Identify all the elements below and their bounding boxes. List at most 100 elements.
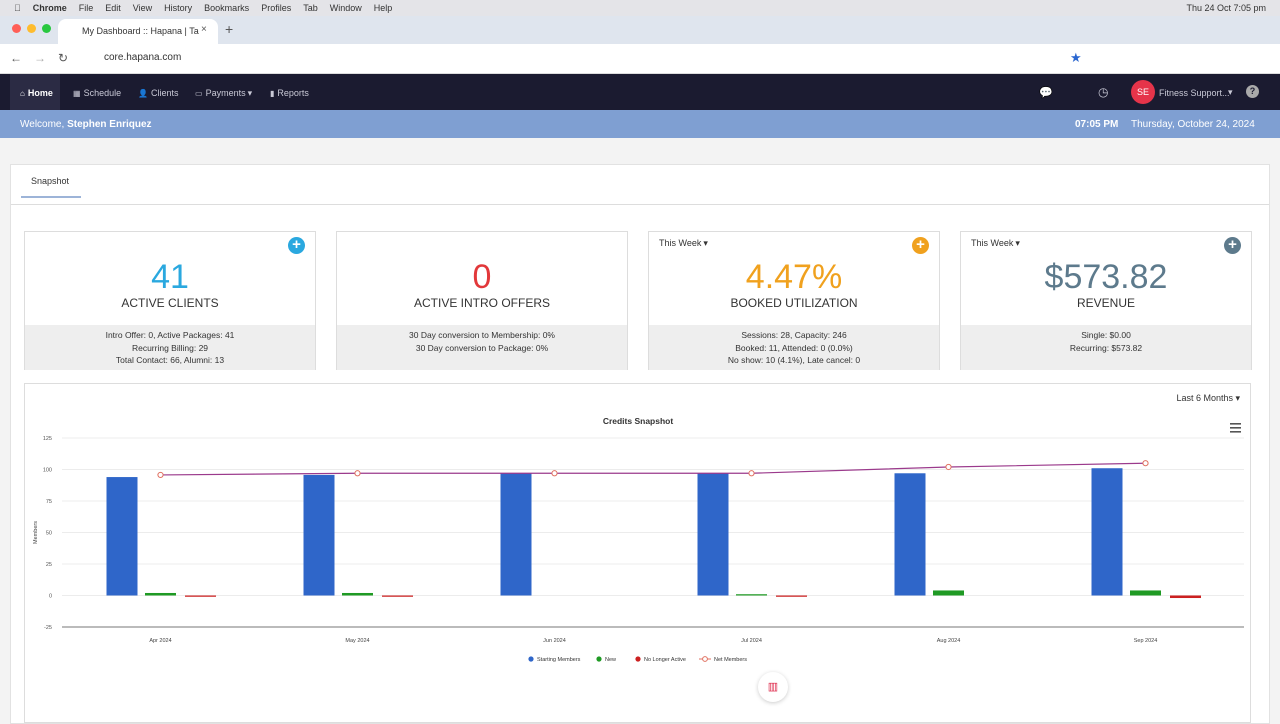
stat-details: Intro Offer: 0, Active Packages: 41 Recur… — [25, 325, 315, 370]
period-dropdown[interactable]: This Week ▾ — [659, 238, 708, 249]
forward[interactable]: → — [34, 51, 46, 65]
menu-item[interactable]: Bookmarks — [197, 3, 249, 13]
detail-line: Single: $0.00 — [1081, 330, 1131, 340]
x-tick-label: Apr 2024 — [149, 638, 171, 644]
nav-icon: ▮ — [270, 89, 275, 98]
nav-item[interactable]: ▮ Reports — [270, 88, 309, 98]
nav-item[interactable]: ⌂ Home — [20, 88, 53, 98]
x-tick-label: May 2024 — [345, 638, 369, 644]
menu-item[interactable]: View — [126, 3, 152, 13]
add-button[interactable]: + — [288, 237, 305, 254]
x-tick-label: Sep 2024 — [1134, 638, 1158, 644]
browser-tab[interactable]: My Dashboard :: Hapana | Ta — [58, 19, 218, 44]
avatar[interactable]: SE — [1131, 80, 1155, 104]
date: Thursday, October 24, 2024 — [1131, 119, 1255, 130]
nav-label: Schedule — [83, 88, 122, 98]
range-dropdown[interactable]: Last 6 Months ▾ — [1176, 393, 1240, 403]
scanner-button[interactable]: ▥ — [758, 672, 788, 702]
y-tick-label: 125 — [43, 436, 52, 442]
menu-item[interactable]: Edit — [98, 3, 121, 13]
legend-marker — [635, 656, 641, 662]
legend-marker — [702, 656, 708, 662]
nav-item[interactable]: ▭ Payments ▾ — [195, 88, 252, 99]
menu-item[interactable]: History — [157, 3, 192, 13]
menu-item[interactable]: Window — [322, 3, 362, 13]
detail-line: Recurring Billing: 29 — [131, 342, 209, 353]
stat-details: Sessions: 28, Capacity: 246 Booked: 11, A… — [649, 325, 939, 370]
stat-card: This Week ▾ +4.47% BOOKED UTILIZATION Sessio… — [648, 231, 940, 370]
welcome-bar: Welcome, Stephen Enriquez 07:05 PM Thurs… — [0, 110, 1280, 138]
y-tick-label: 25 — [46, 562, 52, 568]
period-label: This Week — [971, 238, 1014, 248]
x-tick-label: Jul 2024 — [741, 638, 762, 644]
legend-label[interactable]: New — [605, 657, 616, 663]
bar — [776, 595, 807, 597]
snapshot-tab[interactable]: Snapshot — [31, 176, 70, 186]
stat-card: +41 ACTIVE CLIENTS Intro Offer: 0, Active … — [24, 231, 316, 370]
legend-label[interactable]: Net Members — [714, 657, 747, 663]
help-icon[interactable]: ? — [1246, 85, 1259, 98]
chart-title: Credits Snapshot — [603, 416, 674, 426]
chart: Credits Snapshot Members -25 0 25 50 75 100 125 A… — [33, 416, 1244, 663]
detail-line: Intro Offer: 0, Active Packages: 41 — [105, 330, 235, 340]
y-tick-label: 75 — [46, 499, 52, 505]
y-tick-label: 50 — [46, 531, 52, 537]
stat-details: Single: $0.00 Recurring: $573.82 — [961, 325, 1251, 370]
chart-panel: Last 6 Months ▾ ▥ — [24, 383, 1251, 723]
legend-marker — [596, 656, 602, 662]
line-point — [157, 471, 164, 479]
menu-item[interactable]: Tab — [296, 3, 318, 13]
url[interactable]: core.hapana.com — [104, 52, 182, 63]
zoom-button[interactable] — [42, 24, 51, 33]
nav-item[interactable]: ▦ Schedule — [73, 88, 121, 98]
active-nav-bg — [10, 74, 60, 110]
chart-menu-icon[interactable] — [1230, 431, 1241, 433]
nav-label: Home — [27, 88, 53, 98]
detail-line: Total Contact: 66, Alumni: 13 — [115, 355, 225, 365]
bar — [500, 473, 532, 596]
menu-item[interactable]: File — [72, 3, 94, 13]
chat-icon[interactable]: 💬 — [1039, 87, 1053, 99]
nav-icon: 👤 — [138, 89, 148, 98]
line-point — [945, 463, 952, 471]
bookmark-star[interactable]: ★ — [1070, 50, 1082, 65]
menu-item[interactable]: Profiles — [254, 3, 291, 13]
tab-close[interactable]: × — [201, 24, 207, 35]
nav-label: Reports — [277, 88, 309, 98]
back[interactable]: ← — [10, 51, 22, 65]
bar — [106, 477, 138, 596]
new-tab[interactable]: + — [225, 21, 234, 37]
close-button[interactable] — [12, 24, 21, 33]
caret: ▾ — [1228, 87, 1233, 97]
menu-item[interactable]: Help — [366, 3, 393, 13]
apple-icon[interactable]:  — [14, 3, 21, 13]
bar — [736, 594, 767, 596]
period-dropdown[interactable]: This Week ▾ — [971, 238, 1020, 249]
stat-value: 4.47% — [745, 258, 843, 296]
line-point — [748, 470, 755, 477]
user-menu[interactable]: Fitness Support... — [1159, 88, 1230, 98]
stat-value: 0 — [472, 258, 492, 296]
reload[interactable]: ↻ — [58, 51, 69, 65]
bar — [382, 595, 413, 597]
tab-underline — [21, 196, 81, 198]
clock: Thu 24 Oct 7:05 pm — [1186, 3, 1266, 13]
nav-icon: ⌂ — [20, 89, 25, 98]
caret: ▾ — [703, 238, 708, 248]
address-bar: ← → ↻ ★ — [0, 44, 1280, 74]
y-tick-label: 0 — [49, 594, 52, 600]
menu-bar:  Chrome File Edit View History Bookmarks Pro… — [0, 0, 1280, 16]
history-icon[interactable]: ◷ — [1098, 85, 1109, 99]
chart-menu-icon[interactable] — [1230, 423, 1241, 425]
app-name[interactable]: Chrome — [26, 3, 67, 13]
add-button[interactable]: + — [912, 237, 929, 254]
add-button[interactable]: + — [1224, 237, 1241, 254]
nav-item[interactable]: 👤 Clients — [138, 88, 178, 98]
legend-label[interactable]: Starting Members — [537, 657, 581, 663]
minimize-button[interactable] — [27, 24, 36, 33]
detail-line: Recurring: $573.82 — [1069, 342, 1143, 353]
legend-label[interactable]: No Longer Active — [644, 657, 686, 663]
chart-menu-icon[interactable] — [1230, 427, 1241, 429]
